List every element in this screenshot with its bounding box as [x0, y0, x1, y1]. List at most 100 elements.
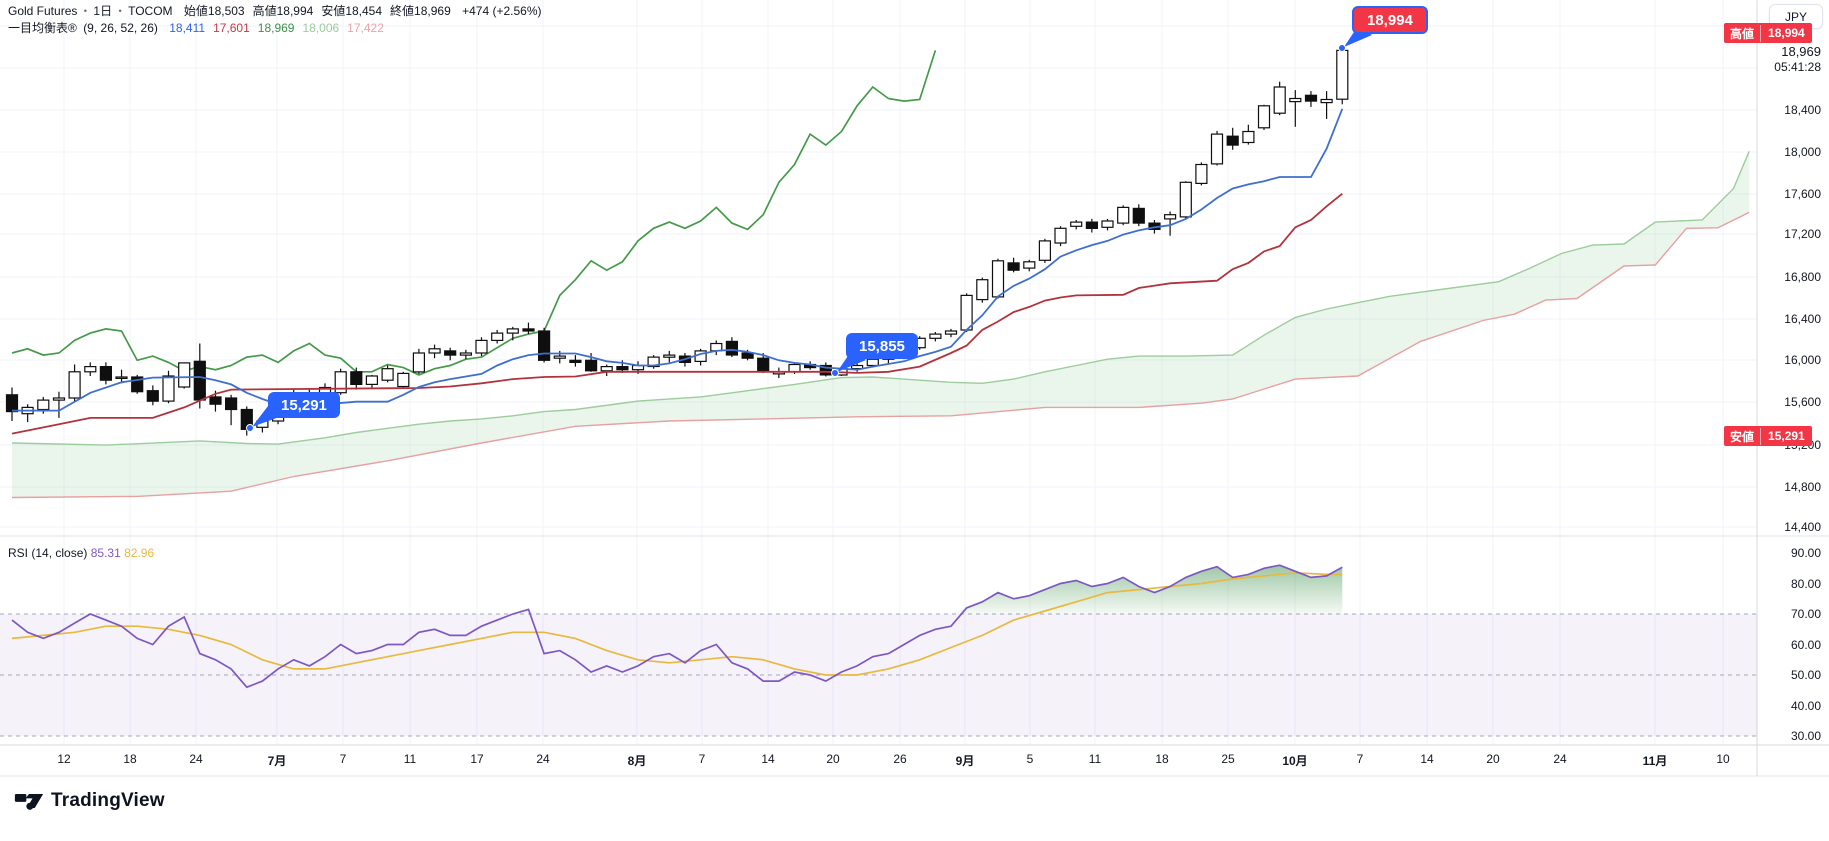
symbol-title: Gold Futures: [8, 4, 78, 18]
candle-down: [444, 350, 457, 356]
last-price-label: 18,969: [1781, 44, 1821, 59]
ohlc-field: 終値18,969: [390, 4, 451, 18]
candle-down: [131, 376, 144, 393]
callout-anchor-dot: [246, 424, 254, 432]
candle-down: [146, 390, 159, 402]
low-price-badge: 安値 15,291: [1724, 426, 1812, 446]
candle-up: [710, 342, 723, 352]
ohlc-field: 高値18,994: [252, 4, 314, 18]
time-axis-label: 24: [1553, 752, 1567, 766]
candle-up: [1289, 97, 1302, 103]
candle-up: [37, 399, 50, 411]
time-axis-label: 17: [470, 752, 484, 766]
price-axis[interactable]: JPY 18,400 18,000 17,600 17,200 16,800 16,400…: [1758, 0, 1829, 777]
candle-down: [1304, 94, 1318, 102]
bar-countdown: 05:41:28: [1774, 60, 1821, 74]
high-badge-label: 高値: [1724, 24, 1762, 42]
candle-down: [522, 328, 535, 332]
candle-up: [944, 330, 958, 335]
chart-canvas[interactable]: [0, 0, 1829, 777]
time-axis-label: 18: [1155, 752, 1169, 766]
candle-up: [1320, 98, 1333, 104]
time-axis-label: 20: [1486, 752, 1500, 766]
candle-up: [600, 366, 613, 372]
time-axis-label: 24: [189, 752, 203, 766]
candle-down: [569, 359, 582, 363]
ichimoku-cloud: [12, 151, 1750, 498]
candle-up: [929, 333, 942, 339]
rsi-axis-label: 30.00: [1790, 729, 1821, 743]
senkou-span-b-line: [11, 211, 1750, 499]
price-callout-low[interactable]: 15,291: [268, 392, 340, 418]
rsi-axis-label: 60.00: [1790, 638, 1821, 652]
candle-up: [381, 368, 394, 381]
price-axis-label: 17,600: [1784, 187, 1821, 201]
senkou-span-a-line: [11, 151, 1750, 446]
ohlc-field: 安値18,454: [321, 4, 383, 18]
candle-up: [553, 355, 566, 359]
rsi-axis-label: 80.00: [1790, 577, 1821, 591]
candle-up: [1273, 86, 1286, 114]
time-axis-label: 5: [1026, 752, 1034, 766]
rsi-band: [0, 614, 1757, 736]
indicator-legend[interactable]: 一目均衡表® (9, 26, 52, 26) 18,411 17,601 18,96…: [8, 19, 384, 36]
price-axis-label: 18,400: [1784, 103, 1821, 117]
time-axis-label: 14: [1420, 752, 1434, 766]
candle-up: [178, 362, 191, 388]
high-badge-value: 18,994: [1768, 26, 1805, 40]
candle-down: [225, 397, 238, 411]
indicator-value: 18,411: [169, 21, 206, 35]
candle-down: [819, 364, 832, 376]
indicator-value: 18,006: [302, 21, 340, 35]
time-axis-label: 14: [761, 752, 775, 766]
candle-down: [725, 340, 739, 356]
price-callout-high[interactable]: 18,994: [1352, 6, 1428, 34]
candle-up: [647, 356, 660, 368]
rsi-ma-line: [11, 571, 1343, 676]
candle-down: [209, 396, 222, 405]
indicator-name: 一目均衡表®: [8, 21, 77, 35]
candle-down: [1007, 262, 1020, 271]
rsi-params: (14, close): [31, 546, 88, 560]
tradingview-logo[interactable]: TradingView: [14, 789, 165, 813]
candle-up: [115, 376, 128, 379]
candle-up: [1054, 227, 1067, 244]
candle-up: [960, 294, 973, 331]
candle-down: [193, 360, 206, 401]
candle-down: [5, 394, 19, 413]
low-badge-label: 安値: [1724, 427, 1762, 445]
indicator-value: 17,601: [213, 21, 250, 35]
time-axis-label: 10月: [1282, 754, 1308, 768]
kijun-sen-line: [11, 192, 1343, 435]
rsi-ma-value: 82.96: [124, 546, 155, 560]
time-axis-label: 7: [339, 752, 347, 766]
time-axis-label: 11: [403, 752, 417, 766]
candle-up: [84, 366, 97, 373]
price-callout-mid[interactable]: 15,855: [846, 333, 918, 359]
symbol-legend[interactable]: Gold Futures ・ 1日・ TOCOM 始値18,503 高値18,994 安値…: [8, 4, 542, 18]
price-axis-label: 18,000: [1784, 145, 1821, 159]
candle-up: [663, 354, 676, 358]
time-axis[interactable]: 12 18 24 7月 7 11 17 24 8月 7 14 20 26 9月 5 11 18 25 10月 7 14 2…: [0, 745, 1757, 777]
chikou-span-line: [11, 50, 937, 376]
time-axis-label: 26: [893, 752, 907, 766]
time-axis-label: 24: [536, 752, 550, 766]
candle-down: [99, 366, 113, 381]
candle-up: [428, 348, 441, 354]
candle-up: [1336, 49, 1349, 100]
time-axis-label: 10: [1716, 752, 1730, 766]
time-axis-label: 11月: [1642, 754, 1668, 768]
candle-down: [741, 352, 754, 359]
time-axis-label: 9月: [955, 754, 975, 768]
rsi-line: [11, 564, 1343, 689]
time-axis-label: 12: [57, 752, 71, 766]
time-axis-label: 18: [123, 752, 137, 766]
callout-anchor-dot: [1338, 44, 1346, 52]
candle-up: [491, 332, 504, 342]
price-axis-label: 15,600: [1784, 395, 1821, 409]
candle-up: [850, 364, 864, 370]
rsi-legend[interactable]: RSI (14, close) 85.31 82.96: [8, 546, 154, 560]
candle-down: [350, 371, 363, 385]
candle-up: [1023, 261, 1036, 269]
time-axis-label: 20: [826, 752, 840, 766]
